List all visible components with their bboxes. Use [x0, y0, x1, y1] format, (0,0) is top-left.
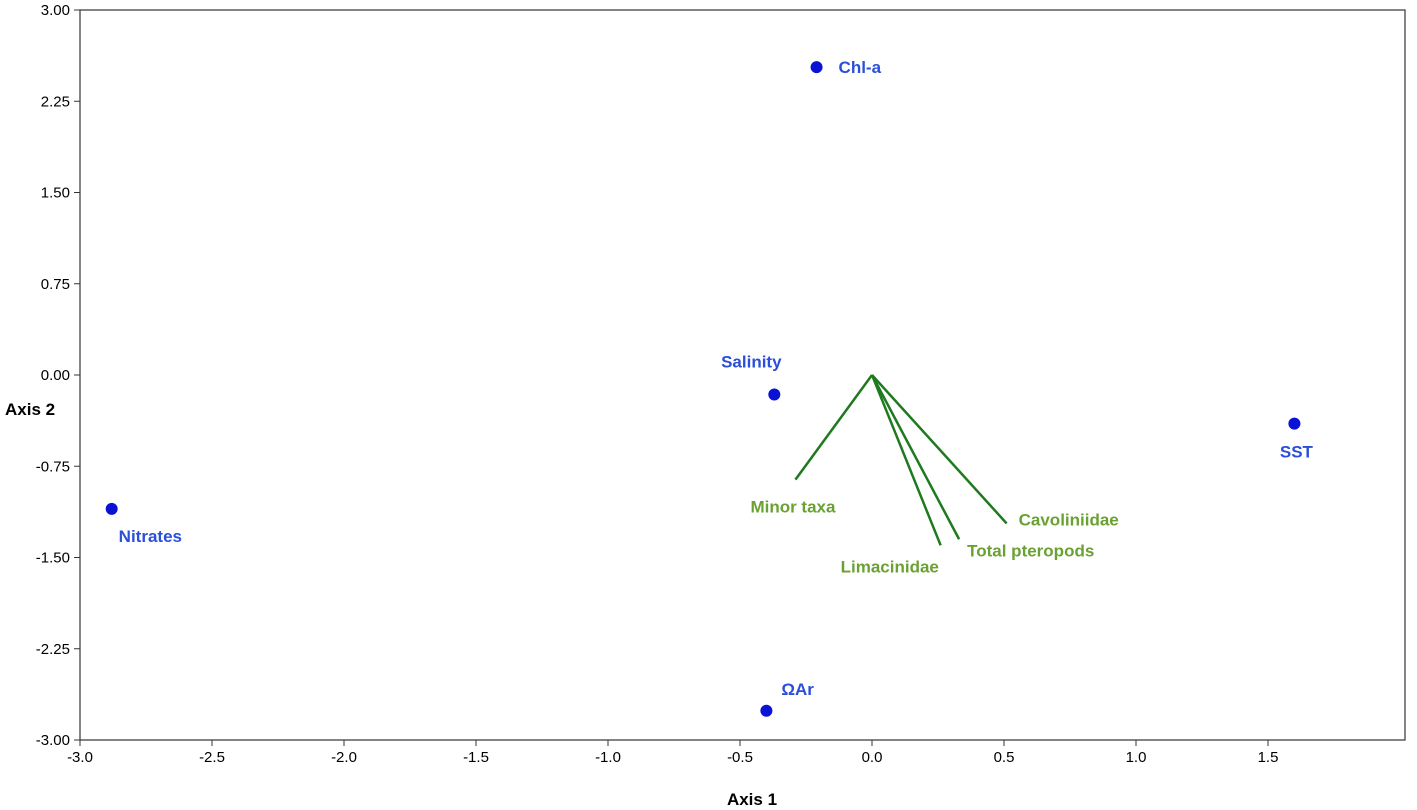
- points-layer: Chl-a Salinity SST Nitrates ΩAr: [105, 58, 1314, 717]
- x-tick-label: -2.0: [331, 749, 357, 766]
- data-point: [768, 388, 781, 401]
- vector-label: Total pteropods: [967, 541, 1094, 560]
- y-tick-label: -2.25: [36, 641, 70, 658]
- point-label: Nitrates: [119, 527, 182, 546]
- vectors-layer: Minor taxa Limacinidae Total pteropods Cavo…: [750, 374, 1119, 576]
- x-tick-label: -1.0: [595, 749, 621, 766]
- vector-line: [870, 374, 942, 546]
- y-tick-label: -1.50: [36, 550, 70, 567]
- vector-line: [870, 374, 961, 540]
- plot-frame: [79, 9, 1406, 741]
- x-tick-label: -0.5: [727, 749, 753, 766]
- data-point: [105, 502, 118, 515]
- vector-line: [871, 374, 1008, 525]
- y-axis-title: Axis 2: [5, 400, 55, 419]
- y-tick-label: 1.50: [41, 185, 70, 202]
- y-tick-label: -3.00: [36, 732, 70, 749]
- data-point: [1288, 417, 1301, 430]
- y-tick-label: 3.00: [41, 2, 70, 19]
- x-axis-title: Axis 1: [727, 790, 777, 809]
- x-tick-label: 1.0: [1126, 749, 1147, 766]
- x-tick-label: 0.5: [994, 749, 1015, 766]
- vector-label: Cavoliniidae: [1019, 510, 1119, 529]
- x-tick-label: -1.5: [463, 749, 489, 766]
- vector-label: Minor taxa: [750, 498, 836, 517]
- point-label: SST: [1280, 443, 1314, 462]
- point-label: Salinity: [721, 352, 782, 371]
- vector-label: Limacinidae: [841, 557, 939, 576]
- data-point: [810, 61, 823, 74]
- vector-line: [794, 374, 874, 481]
- y-tick-label: 2.25: [41, 93, 70, 110]
- y-tick-label: -0.75: [36, 458, 70, 475]
- x-tick-label: -2.5: [199, 749, 225, 766]
- point-label: ΩAr: [781, 680, 814, 699]
- y-tick-label: 0.00: [41, 367, 70, 384]
- x-tick-label: 0.0: [862, 749, 883, 766]
- data-point: [760, 704, 773, 717]
- y-tick-label: 0.75: [41, 276, 70, 293]
- point-label: Chl-a: [839, 58, 882, 77]
- x-tick-label: -3.0: [67, 749, 93, 766]
- ticks-layer: -3.0 -2.5 -2.0 -1.5 -1.0 -0.5 0.0 0.5 1.0 1.5 3.00…: [36, 2, 1279, 766]
- x-tick-label: 1.5: [1258, 749, 1279, 766]
